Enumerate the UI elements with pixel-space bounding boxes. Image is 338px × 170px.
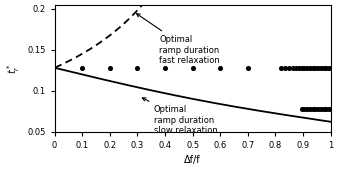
Point (79, 66, 85, 69)
Point (301, 108, 307, 111)
Point (310, 66, 315, 69)
Text: Optimal
ramp duration
fast relaxation: Optimal ramp duration fast relaxation (137, 14, 220, 65)
Point (321, 66, 326, 69)
Point (304, 66, 310, 69)
Point (304, 108, 310, 111)
Point (245, 66, 250, 69)
Y-axis label: $t_r^*$: $t_r^*$ (5, 63, 22, 74)
Point (327, 66, 332, 69)
Point (299, 66, 304, 69)
Point (135, 66, 140, 69)
Point (299, 108, 304, 111)
Point (324, 108, 329, 111)
Point (318, 108, 323, 111)
Point (293, 66, 299, 69)
Point (282, 66, 288, 69)
X-axis label: Δf/f: Δf/f (184, 155, 201, 165)
Point (291, 66, 296, 69)
Point (321, 108, 326, 111)
Point (318, 66, 323, 69)
Point (162, 66, 168, 69)
Point (324, 66, 329, 69)
Text: Optimal
ramp duration
slow relaxation: Optimal ramp duration slow relaxation (142, 98, 218, 135)
Point (190, 66, 195, 69)
Point (307, 66, 313, 69)
Point (313, 66, 318, 69)
Point (296, 66, 301, 69)
Point (310, 108, 315, 111)
Point (286, 66, 292, 69)
Point (307, 108, 313, 111)
Point (313, 108, 318, 111)
Point (315, 108, 321, 111)
Point (327, 108, 332, 111)
Point (278, 66, 284, 69)
Point (315, 66, 321, 69)
Point (217, 66, 223, 69)
Point (301, 66, 307, 69)
Point (107, 66, 113, 69)
